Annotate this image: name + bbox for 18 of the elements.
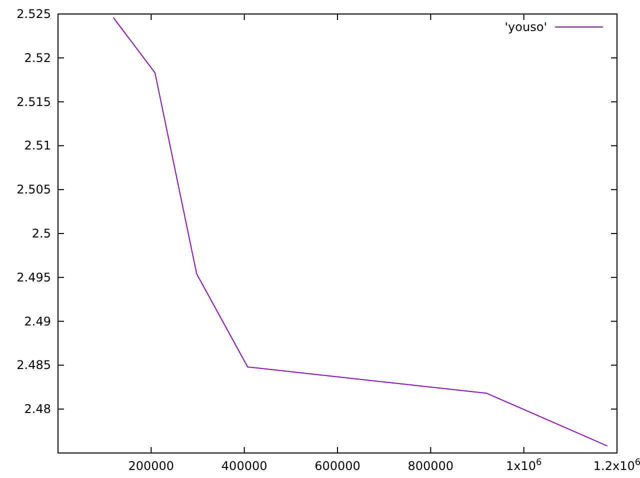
y-tick-label: 2.48 [24,402,51,416]
x-tick-label: 1x10$^{6}$ [506,458,542,473]
x-tick-label: 1.2x10$^{6}$ [593,458,640,473]
y-tick-label: 2.515 [16,94,51,109]
x-tick-label: 600000 [314,459,360,473]
line-series [112,17,608,446]
y-tick-label: 2.5 [32,226,51,240]
x-tick-label: 200000 [128,459,174,473]
y-tick-label: 2.485 [16,358,51,372]
x-tick-label: 400000 [221,459,268,473]
x-tick-label: 800000 [408,459,454,473]
y-tick-label: 2.52 [24,50,51,65]
y-tick-label: 2.525 [16,7,51,21]
y-tick-label: 2.49 [24,314,51,328]
legend-label: 'youso' [504,20,547,34]
y-tick-label: 2.495 [16,270,51,284]
y-tick-label: 2.51 [24,138,51,153]
y-tick-label: 2.505 [16,182,51,197]
